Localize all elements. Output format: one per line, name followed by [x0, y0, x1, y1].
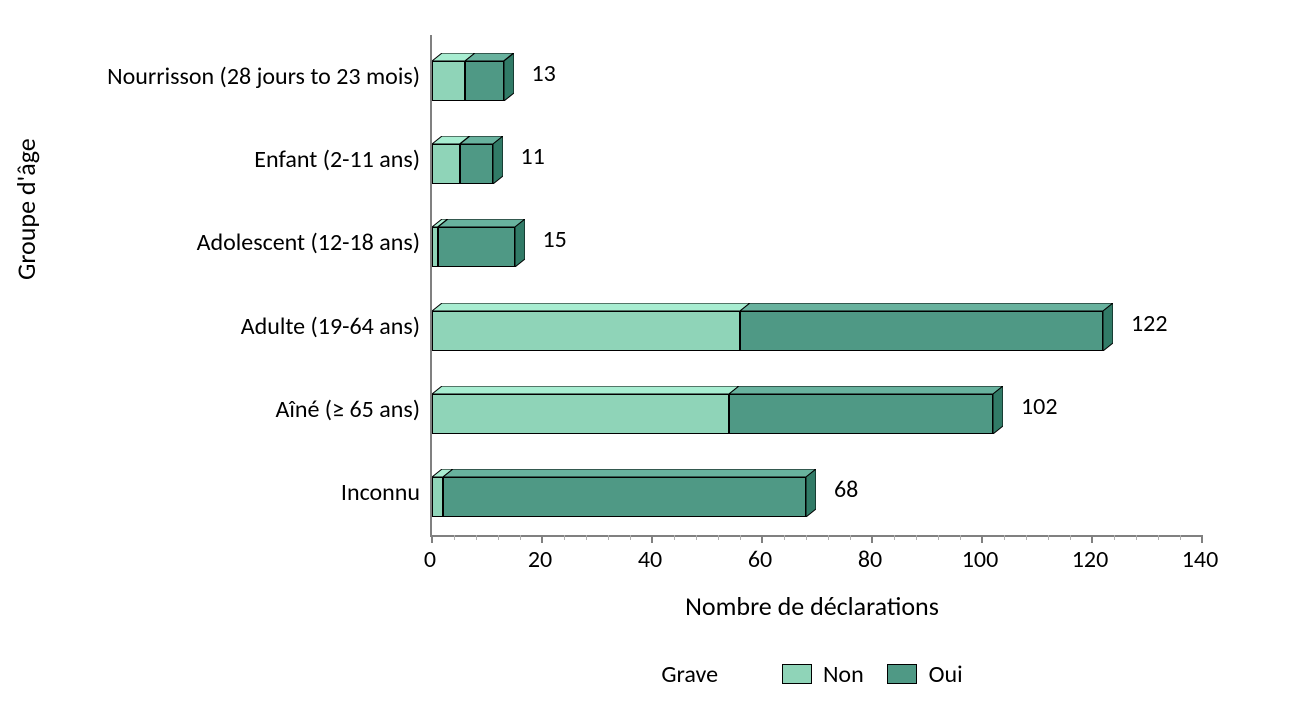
x-tick-minor — [476, 535, 477, 540]
bar-row: 68 — [432, 469, 1202, 517]
x-tick-major — [981, 535, 983, 543]
category-label: Enfant (2-11 ans) — [20, 145, 420, 174]
bar-total-label: 13 — [532, 59, 556, 88]
x-tick-minor — [718, 535, 719, 540]
x-tick-minor — [1048, 535, 1049, 540]
x-tick-label: 60 — [730, 545, 790, 574]
bar-segment-oui — [729, 386, 1003, 434]
bar-row: 13 — [432, 53, 1202, 101]
bar-row: 102 — [432, 386, 1202, 434]
x-tick-minor — [498, 535, 499, 540]
x-tick-minor — [1004, 535, 1005, 540]
x-tick-minor — [1070, 535, 1071, 540]
bar-total-label: 11 — [521, 142, 545, 171]
x-tick-minor — [894, 535, 895, 540]
category-label: Adolescent (12-18 ans) — [20, 228, 420, 257]
x-tick-minor — [960, 535, 961, 540]
bar-row: 11 — [432, 136, 1202, 184]
bar-segment-non — [432, 303, 750, 351]
x-tick-minor — [608, 535, 609, 540]
x-tick-minor — [850, 535, 851, 540]
bar-total-label: 122 — [1131, 309, 1168, 338]
x-tick-minor — [630, 535, 631, 540]
bar-total-label: 68 — [834, 475, 858, 504]
x-tick-major — [761, 535, 763, 543]
x-tick-major — [541, 535, 543, 543]
x-tick-label: 120 — [1060, 545, 1120, 574]
x-tick-label: 100 — [950, 545, 1010, 574]
legend-swatch-oui — [887, 664, 917, 684]
x-tick-label: 20 — [510, 545, 570, 574]
x-tick-minor — [564, 535, 565, 540]
x-tick-minor — [1026, 535, 1027, 540]
x-tick-minor — [1136, 535, 1137, 540]
x-tick-major — [431, 535, 433, 543]
bar-total-label: 15 — [543, 225, 567, 254]
x-tick-minor — [784, 535, 785, 540]
x-tick-minor — [740, 535, 741, 540]
bar-segment-oui — [465, 53, 514, 101]
x-tick-label: 0 — [400, 545, 460, 574]
x-tick-minor — [1158, 535, 1159, 540]
x-tick-minor — [586, 535, 587, 540]
x-tick-label: 40 — [620, 545, 680, 574]
category-label: Adulte (19-64 ans) — [20, 312, 420, 341]
bar-row: 122 — [432, 303, 1202, 351]
bar-segment-oui — [740, 303, 1113, 351]
legend: Grave Non Oui — [0, 660, 1294, 689]
x-tick-major — [871, 535, 873, 543]
x-tick-label: 140 — [1170, 545, 1230, 574]
legend-title: Grave — [661, 660, 718, 689]
legend-label-oui: Oui — [929, 660, 963, 689]
bar-row: 15 — [432, 219, 1202, 267]
legend-swatch-non — [782, 664, 812, 684]
bar-total-label: 102 — [1021, 392, 1058, 421]
x-tick-major — [1201, 535, 1203, 543]
bar-segment-oui — [443, 469, 816, 517]
x-tick-major — [1091, 535, 1093, 543]
x-tick-minor — [674, 535, 675, 540]
x-tick-minor — [806, 535, 807, 540]
x-tick-minor — [828, 535, 829, 540]
x-tick-minor — [696, 535, 697, 540]
x-tick-minor — [520, 535, 521, 540]
x-tick-label: 80 — [840, 545, 900, 574]
x-tick-minor — [1114, 535, 1115, 540]
category-label: Inconnu — [20, 478, 420, 507]
category-label: Nourrisson (28 jours to 23 mois) — [20, 62, 420, 91]
plot-area: 13 11 15 122 102 68 — [430, 35, 1202, 537]
x-tick-minor — [1180, 535, 1181, 540]
x-axis-title: Nombre de déclarations — [0, 590, 1294, 622]
bar-segment-non — [432, 386, 739, 434]
bar-segment-oui — [438, 219, 525, 267]
x-tick-minor — [938, 535, 939, 540]
x-tick-major — [651, 535, 653, 543]
x-tick-minor — [454, 535, 455, 540]
legend-label-non: Non — [823, 660, 864, 689]
category-label: Aîné (≥ 65 ans) — [20, 395, 420, 424]
x-tick-minor — [916, 535, 917, 540]
chart-container: Groupe d'âge 13111512210268 020406080100… — [0, 0, 1294, 716]
bar-segment-oui — [460, 136, 503, 184]
